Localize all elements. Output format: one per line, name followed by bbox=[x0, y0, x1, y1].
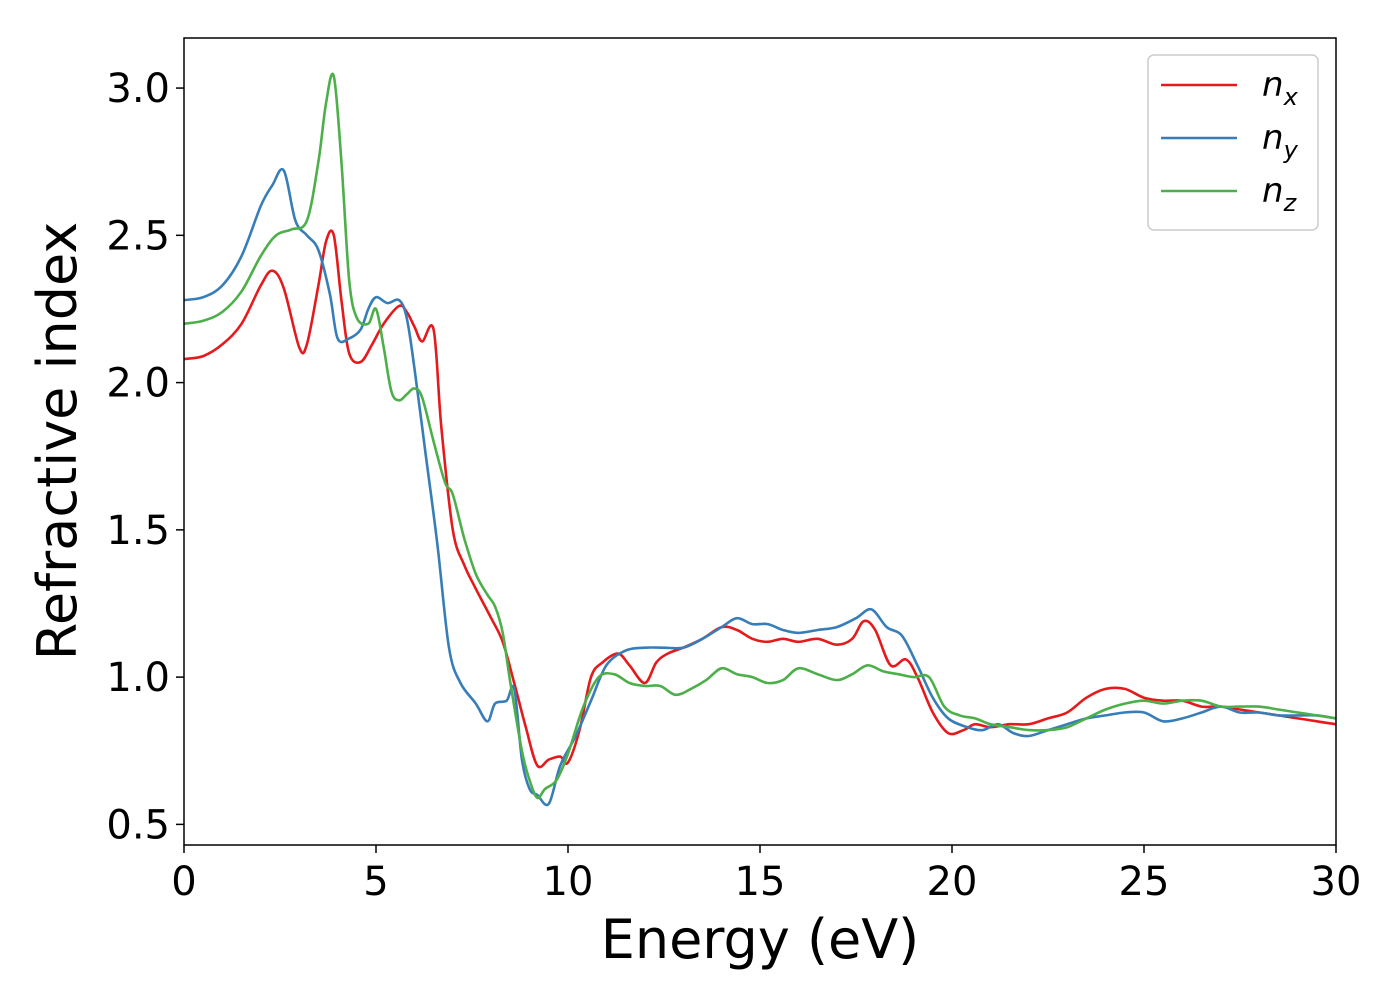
x-axis-label: Energy (eV) bbox=[601, 908, 920, 971]
x-tick-label: 5 bbox=[363, 859, 388, 905]
series-line-nx bbox=[183, 229, 1337, 769]
series-line-nz bbox=[183, 72, 1337, 800]
y-tick-label: 1.5 bbox=[106, 508, 170, 554]
series-line-ny bbox=[183, 167, 1337, 807]
y-tick-label: 2.0 bbox=[106, 361, 170, 407]
y-tick-label: 0.5 bbox=[106, 802, 170, 848]
x-tick-label: 30 bbox=[1311, 859, 1362, 905]
y-tick-label: 3.0 bbox=[106, 66, 170, 112]
x-axis-ticks: 0 5 10 15 20 25 30 bbox=[171, 845, 1361, 905]
plot-lines bbox=[183, 72, 1337, 807]
x-tick-label: 15 bbox=[735, 859, 786, 905]
x-tick-label: 25 bbox=[1119, 859, 1170, 905]
y-tick-label: 1.0 bbox=[106, 655, 170, 701]
y-axis-ticks: 0.5 1.0 1.5 2.0 2.5 3.0 bbox=[106, 66, 184, 848]
legend-box bbox=[1147, 54, 1319, 231]
x-tick-label: 0 bbox=[171, 859, 196, 905]
y-axis-label: Refractive index bbox=[26, 222, 89, 661]
x-tick-label: 20 bbox=[927, 859, 978, 905]
x-tick-label: 10 bbox=[543, 859, 594, 905]
y-tick-label: 2.5 bbox=[106, 213, 170, 259]
